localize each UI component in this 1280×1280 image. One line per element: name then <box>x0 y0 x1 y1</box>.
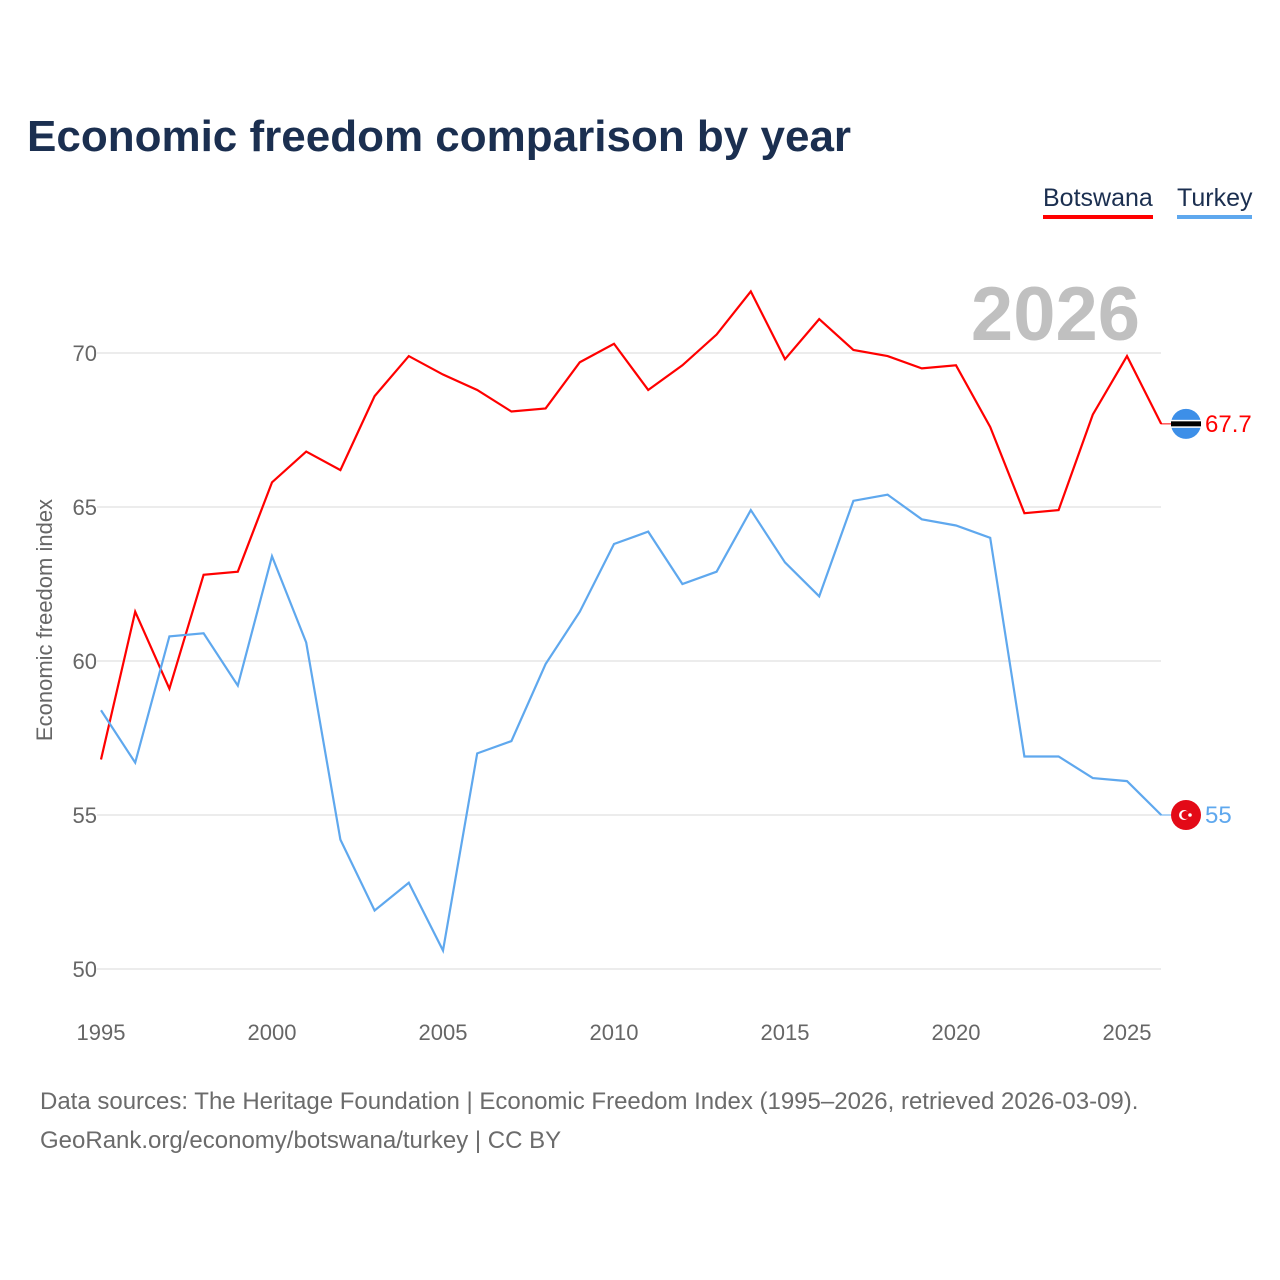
x-tick-label: 2020 <box>932 1020 981 1045</box>
x-tick-label: 2010 <box>590 1020 639 1045</box>
end-value-label: 55 <box>1205 802 1232 829</box>
series-line-botswana <box>99 289 1163 760</box>
source-url[interactable]: GeoRank.org/economy/botswana/turkey | CC… <box>40 1127 562 1154</box>
y-tick-label: 70 <box>73 341 97 366</box>
x-tick-label: 2005 <box>419 1020 468 1045</box>
series-line-turkey <box>100 493 1162 954</box>
year-watermark: 2026 <box>971 272 1140 357</box>
flag-star <box>1188 813 1192 817</box>
x-tick-label: 2025 <box>1103 1020 1152 1045</box>
flag-stripe <box>1171 421 1201 427</box>
legend-turkey[interactable]: Turkey <box>1177 184 1253 219</box>
y-tick-label: 50 <box>73 957 97 982</box>
y-tick-label: 65 <box>73 495 97 520</box>
flag-crescent <box>1181 811 1190 819</box>
x-tick-label: 1995 <box>77 1020 126 1045</box>
y-tick-label: 60 <box>73 649 97 674</box>
y-axis-label: Economic freedom index <box>32 499 57 741</box>
x-tick-label: 2015 <box>761 1020 810 1045</box>
x-tick-label: 2000 <box>248 1020 297 1045</box>
y-tick-label: 55 <box>73 803 97 828</box>
legend-botswana[interactable]: Botswana <box>1043 184 1153 219</box>
chart-title: Economic freedom comparison by year <box>27 112 852 161</box>
end-value-label: 67.7 <box>1205 411 1252 438</box>
source-note: Data sources: The Heritage Foundation | … <box>40 1088 1139 1115</box>
